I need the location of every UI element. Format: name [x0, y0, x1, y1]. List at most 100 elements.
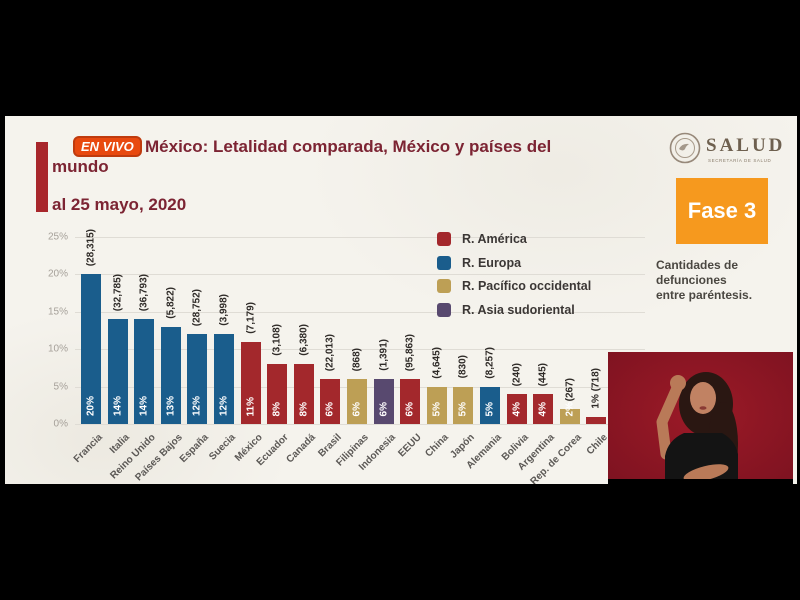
gridline: [75, 349, 645, 350]
live-badge: EN VIVO: [73, 136, 142, 157]
salud-subtext: SECRETARÍA DE SALUD: [708, 158, 772, 163]
legend-label: R. Pacífico occidental: [462, 279, 592, 293]
bar-Ecuador: (3,108) 8%: [267, 324, 288, 424]
bar-pct-label: 5%: [431, 401, 443, 416]
bar-pct-label: 12%: [191, 395, 203, 416]
legend-swatch: [437, 232, 451, 246]
bar-deaths-label: (7,179): [245, 301, 257, 334]
y-axis-tick: 5%: [53, 381, 68, 392]
gridline: [75, 236, 645, 238]
bar-pct-label: 6%: [324, 401, 336, 416]
bar-pct-label: 4%: [537, 401, 549, 416]
bar-pct-label: 5%: [457, 401, 469, 416]
y-axis-tick: 0%: [53, 418, 68, 430]
gridline: [75, 424, 645, 425]
bar-pct-label: 5%: [484, 401, 496, 416]
bar-deaths-label: (95,863): [404, 333, 416, 371]
bar-deaths-label: (8,257): [484, 346, 496, 379]
bar-deaths-label: (36,793): [138, 273, 150, 311]
gridline: [75, 311, 645, 313]
legend-label: R. América: [462, 232, 527, 246]
bar-chart: 0% 5% 10% 15% 20% 25% (28,315) 20% Francia (32,78…: [48, 229, 645, 484]
legend-item: R. América: [437, 230, 527, 248]
salud-logo: SALUD SECRETARÍA DE SALUD: [669, 132, 789, 166]
bar-Filipinas: (868) 6%: [347, 348, 367, 424]
deaths-note-line: entre paréntesis.: [656, 288, 753, 302]
gridline: [75, 274, 645, 275]
bar-pct-label: 2%: [564, 401, 576, 416]
bar-Canadá: (6,380) 8%: [293, 324, 314, 424]
bar-deaths-label: (830): [457, 355, 469, 379]
bar-deaths-label: (445): [537, 362, 549, 386]
interpreter-video: [608, 352, 793, 488]
salud-wordmark: SALUD: [706, 135, 786, 156]
bar-deaths-label: (32,785): [112, 273, 124, 311]
legend-label: R. Europa: [462, 255, 522, 270]
bar-España: (28,752) 12%: [187, 289, 208, 424]
bar-pct-label: 8%: [271, 401, 283, 416]
y-axis-tick: 25%: [47, 231, 68, 242]
bar-pct-label: 8%: [298, 401, 310, 416]
bar-pct-label: 6%: [404, 401, 416, 416]
bar-deaths-label: 1% (718): [590, 367, 602, 409]
bar-pct-label: 13%: [165, 395, 177, 416]
bar-deaths-label: (5,822): [165, 286, 177, 319]
slide: EN VIVO México: Letalidad comparada, Méx…: [5, 116, 797, 484]
bar-China: (4,645) 5%: [426, 347, 447, 424]
bar-Reino Unido: (36,793) 14%: [134, 274, 155, 424]
deaths-note-line: defunciones: [656, 273, 727, 287]
bar-Argentina: (445) 4%: [533, 363, 554, 424]
legend-swatch: [437, 279, 451, 293]
bar-deaths-label: (28,752): [191, 288, 203, 326]
y-axis-tick: 20%: [47, 268, 68, 280]
bar-Alemania: (8,257) 5%: [480, 347, 500, 424]
bar-Chile: 1% (718): [586, 368, 607, 424]
y-axis-tick: 15%: [47, 306, 68, 317]
y-axis-tick: 10%: [47, 343, 68, 355]
page-title-wrap: mundo: [52, 157, 109, 176]
legend-item: R. Europa: [437, 254, 521, 272]
bar-deaths-label: (267): [564, 377, 576, 401]
bar-pct-label: 4%: [511, 401, 523, 416]
page-title: México: Letalidad comparada, México y pa…: [145, 137, 552, 156]
legend-item: R. Pacífico occidental: [437, 277, 591, 295]
bar-Rep. de Corea: (267) 2%: [559, 378, 580, 424]
deaths-note: Cantidades de defunciones entre paréntes…: [656, 258, 790, 303]
bar-deaths-label: (3,108): [271, 324, 283, 356]
bar-deaths-label: (4,645): [431, 346, 443, 379]
bar-pct-label: 12%: [218, 395, 230, 416]
bar-deaths-label: (240): [511, 362, 523, 386]
data-date: al 25 mayo, 2020: [52, 195, 187, 214]
bar-deaths-label: (28,315): [85, 228, 97, 266]
government-seal-icon: [669, 132, 701, 164]
bar-EEUU: (95,863) 6%: [400, 334, 421, 424]
bar-pct-label: 14%: [138, 395, 150, 416]
bar-pct-label: 6%: [351, 401, 363, 416]
bar-pct-label: 14%: [112, 395, 124, 416]
bar-Italia: (32,785) 14%: [107, 274, 128, 424]
bar-Países Bajos: (5,822) 13%: [160, 287, 181, 424]
legend-swatch: [437, 302, 451, 317]
interpreter-figure: [608, 352, 793, 488]
bar-deaths-label: (6,380): [298, 324, 310, 356]
bar-Indonesia: (1,391) 6%: [373, 339, 394, 424]
bar-deaths-label: (1,391): [378, 339, 390, 371]
bar-Bolivia: (240) 4%: [506, 363, 527, 424]
legend-swatch: [437, 255, 451, 270]
bar-Japón: (830) 5%: [453, 355, 474, 424]
bar-pct-label: 20%: [85, 395, 97, 416]
bar-deaths-label: (868): [351, 347, 363, 371]
deaths-note-line: Cantidades de: [656, 258, 739, 272]
phase-banner: Fase 3: [676, 178, 768, 244]
legend-item: R. Asia sudoriental: [437, 301, 575, 319]
bar-deaths-label: (3,998): [218, 294, 230, 326]
bar-México: (7,179) 11%: [240, 302, 261, 424]
bar-deaths-label: (22,013): [324, 333, 336, 371]
bar-pct-label: 6%: [378, 401, 390, 416]
legend-label: R. Asia sudoriental: [462, 302, 575, 317]
bar-Brasil: (22,013) 6%: [320, 334, 341, 424]
bar-Francia: (28,315) 20%: [81, 229, 101, 424]
title-accent-bar: [36, 142, 48, 212]
bar-pct-label: 11%: [245, 396, 257, 416]
